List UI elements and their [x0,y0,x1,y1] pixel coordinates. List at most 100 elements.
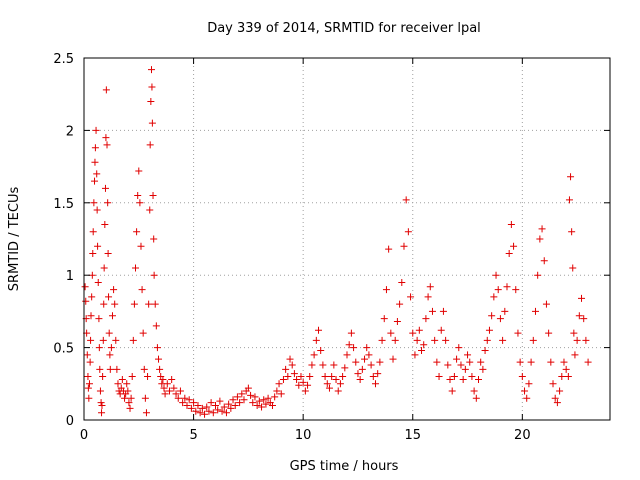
data-point-marker [459,375,467,383]
data-point-marker [216,397,224,405]
data-point-marker [86,358,94,366]
data-point-marker [470,387,478,395]
data-point-marker [521,387,529,395]
data-point-marker [393,318,401,326]
data-point-marker [334,387,342,395]
data-point-marker [516,358,524,366]
data-point-marker [279,375,287,383]
data-point-marker [455,344,463,352]
data-point-marker [391,336,399,344]
data-point-marker [150,271,158,279]
data-point-marker [304,381,312,389]
data-point-marker [113,365,121,373]
data-point-marker [542,300,550,308]
data-point-marker [255,397,263,405]
data-point-marker [258,403,266,411]
data-point-marker [236,399,244,407]
data-point-marker [82,297,90,305]
data-point-marker [424,293,432,301]
data-points [81,66,592,418]
data-point-marker [89,228,97,236]
data-point-marker [170,384,178,392]
data-point-marker [571,351,579,359]
data-point-marker [568,228,576,236]
data-point-marker [137,242,145,250]
data-point-marker [297,373,305,381]
data-point-marker [301,387,309,395]
y-tick-label: 0.5 [53,342,74,357]
data-point-marker [264,394,272,402]
data-point-marker [222,409,230,417]
data-point-marker [125,399,133,407]
data-point-marker [111,300,119,308]
data-point-marker [92,126,100,134]
data-point-marker [282,365,290,373]
data-point-marker [319,361,327,369]
data-point-marker [127,394,135,402]
data-point-marker [181,394,189,402]
data-point-marker [163,380,171,388]
data-point-marker [227,404,235,412]
data-point-marker [347,329,355,337]
data-point-marker [385,245,393,253]
data-point-marker [98,409,106,417]
data-point-marker [81,283,89,291]
data-point-marker [273,387,281,395]
data-point-marker [446,375,454,383]
data-point-marker [145,300,153,308]
data-point-marker [233,393,241,401]
data-point-marker [148,119,156,127]
data-point-marker [345,341,353,349]
data-point-marker [570,329,578,337]
data-point-marker [545,329,553,337]
data-point-marker [151,300,159,308]
data-point-marker [567,173,575,181]
data-point-marker [584,358,592,366]
data-point-marker [503,283,511,291]
data-point-marker [365,351,373,359]
data-point-marker [94,278,102,286]
data-point-marker [284,373,292,381]
data-point-marker [87,312,95,320]
data-point-marker [413,336,421,344]
data-point-marker [87,336,95,344]
data-point-marker [527,358,535,366]
plot-frame [83,57,611,421]
data-point-marker [536,235,544,243]
data-point-marker [240,396,248,404]
data-point-marker [315,326,323,334]
grid-lines [84,58,610,420]
data-point-marker [218,407,226,415]
data-point-marker [295,381,303,389]
data-point-marker [260,396,268,404]
data-point-marker [268,402,276,410]
data-point-marker [352,358,360,366]
data-point-marker [91,144,99,152]
data-point-marker [118,375,126,383]
data-point-marker [90,199,98,207]
data-point-marker [277,390,285,398]
data-point-marker [492,271,500,279]
data-point-marker [214,406,222,414]
y-tick-label: 2.5 [53,52,74,67]
data-point-marker [101,184,109,192]
data-point-marker [534,271,542,279]
data-point-marker [135,167,143,175]
data-point-marker [553,399,561,407]
data-point-marker [187,404,195,412]
data-point-marker [95,315,103,323]
data-point-marker [124,387,132,395]
data-point-marker [404,228,412,236]
data-point-marker [231,402,239,410]
data-point-marker [512,286,520,294]
data-point-marker [156,365,164,373]
data-point-marker [496,315,504,323]
data-point-marker [343,351,351,359]
data-point-marker [380,315,388,323]
data-point-marker [336,380,344,388]
data-point-marker [93,206,101,214]
data-point-marker [481,346,489,354]
data-point-marker [229,396,237,404]
